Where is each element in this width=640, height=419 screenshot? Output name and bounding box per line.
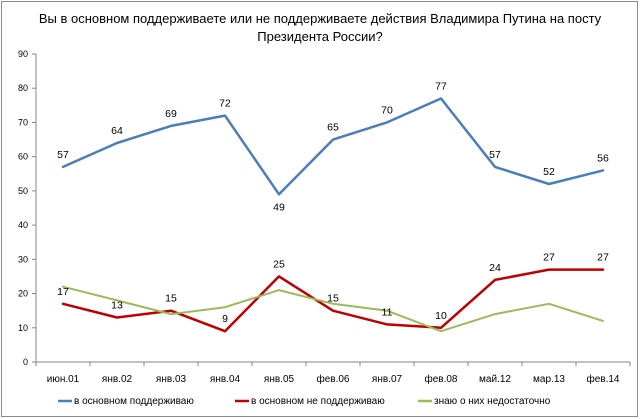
data-label: 10	[435, 310, 447, 322]
data-label: 15	[165, 293, 177, 305]
data-label: 13	[111, 300, 123, 312]
data-label: 11	[382, 306, 393, 318]
y-tick-label: 70	[18, 117, 28, 127]
data-labels: 57 64 69 72 49 65 70 77 57 52 56 17 13 15 9 25 15 11 10 24 2…	[57, 80, 609, 325]
data-label: 65	[327, 122, 339, 134]
data-label: 70	[381, 104, 393, 116]
data-label: 27	[597, 252, 609, 264]
data-label: 64	[111, 125, 123, 137]
chart-title-line-1: Вы в основном поддерживаете или не подде…	[38, 11, 602, 26]
data-label: 77	[435, 80, 447, 92]
data-label: 17	[57, 286, 69, 298]
legend: в основном поддерживаю в основном не подд…	[58, 396, 551, 407]
data-label: 72	[219, 98, 231, 110]
axes: 0 10 20 30 40 50 60 70 80 90 июн.01 янв.02 янв.03 янв…	[18, 49, 631, 385]
x-tick-label: янв.07	[372, 374, 403, 385]
x-tick-label: май.12	[479, 374, 511, 385]
data-label: 56	[597, 152, 609, 164]
series-line-1	[61, 97, 605, 196]
y-tick-label: 80	[18, 83, 28, 93]
data-label: 25	[273, 258, 285, 270]
x-tick-label: фев.08	[424, 373, 457, 385]
data-label: 9	[222, 313, 228, 325]
x-tick-label: мар.13	[533, 374, 565, 385]
x-tick-label: июн.01	[47, 374, 80, 385]
legend-label-2: в основном не поддерживаю	[251, 396, 385, 407]
x-tick-label: янв.05	[264, 374, 295, 385]
data-label: 49	[273, 201, 285, 213]
x-tick-label: янв.02	[102, 374, 133, 385]
chart-title-line-2: Президента России?	[257, 29, 383, 44]
x-tick-label: фев.14	[586, 373, 619, 385]
data-label: 57	[489, 149, 501, 161]
data-label: 15	[327, 293, 339, 305]
y-tick-label: 30	[18, 254, 28, 264]
chart-title: Вы в основном поддерживаете или не подде…	[0, 10, 640, 46]
data-label: 57	[57, 149, 69, 161]
series-lines	[61, 97, 605, 333]
y-tick-label: 0	[23, 357, 28, 367]
legend-label-1: в основном поддерживаю	[74, 396, 194, 407]
y-tick-label: 10	[18, 323, 28, 333]
series-line-2	[61, 268, 605, 333]
y-tick-label: 60	[18, 152, 28, 162]
x-tick-label: фев.06	[316, 373, 349, 385]
y-tick-label: 20	[18, 289, 28, 299]
y-tick-label: 50	[18, 186, 28, 196]
y-tick-label: 90	[18, 49, 28, 59]
x-tick-label: янв.04	[210, 374, 241, 385]
data-label: 24	[489, 262, 501, 274]
data-label: 52	[543, 166, 555, 178]
x-tick-label: янв.03	[156, 374, 187, 385]
data-label: 27	[543, 252, 555, 264]
legend-label-3: знаю о них недостаточно	[434, 396, 551, 407]
y-tick-label: 40	[18, 220, 28, 230]
series-line-3	[62, 285, 604, 333]
data-label: 69	[165, 108, 177, 120]
